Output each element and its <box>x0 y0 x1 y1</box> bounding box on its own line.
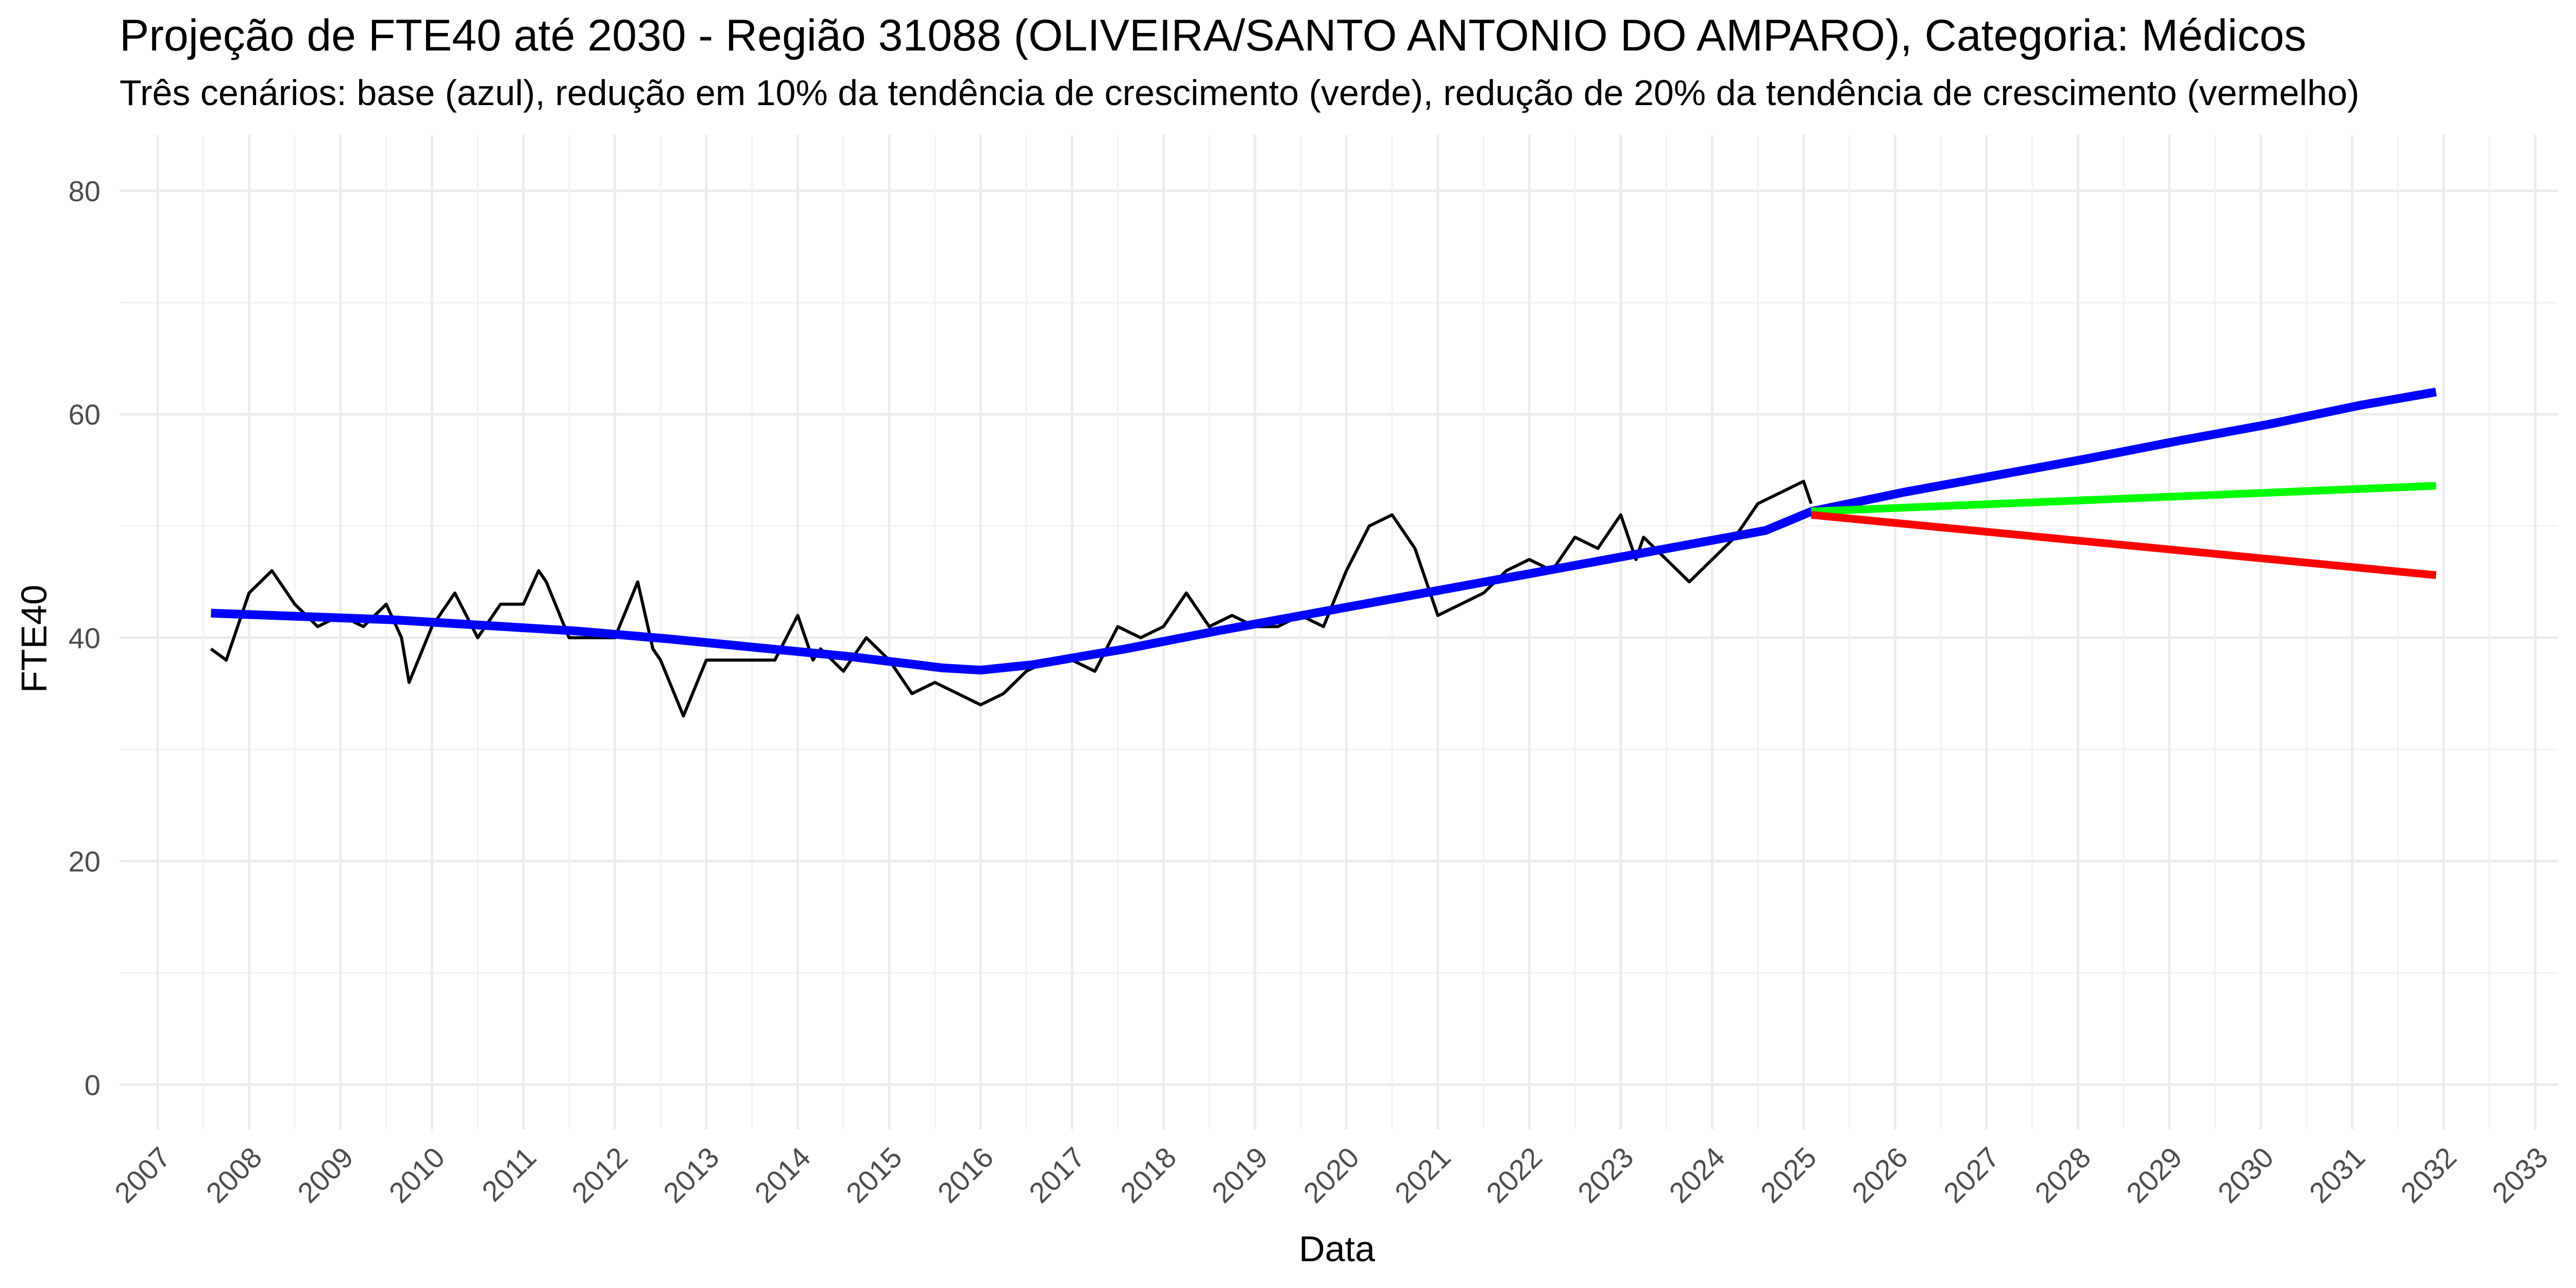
x-tick-label: 2018 <box>1114 1141 1182 1209</box>
y-tick-label: 80 <box>69 175 100 207</box>
x-tick-label: 2022 <box>1480 1141 1548 1209</box>
y-tick-label: 40 <box>69 622 100 654</box>
x-tick-label: 2015 <box>840 1141 908 1209</box>
x-tick-label: 2026 <box>1845 1141 1914 1209</box>
x-tick-label: 2012 <box>566 1141 634 1209</box>
x-tick-label: 2023 <box>1571 1141 1640 1209</box>
x-axis-title: Data <box>1299 1229 1375 1269</box>
x-tick-label: 2020 <box>1297 1141 1365 1209</box>
chart-title: Projeção de FTE40 até 2030 - Região 3108… <box>120 11 2307 60</box>
y-axis-title: FTE40 <box>14 585 54 693</box>
x-tick-label: 2031 <box>2303 1141 2371 1209</box>
x-tick-label: 2009 <box>291 1141 360 1209</box>
grid-lines <box>120 135 2558 1129</box>
reduction-20-scenario-line <box>1810 511 2437 579</box>
observed-series-line <box>210 480 1813 718</box>
x-tick-label: 2029 <box>2120 1141 2189 1209</box>
x-tick-label: 2019 <box>1206 1141 1274 1209</box>
y-tick-label: 60 <box>69 398 100 431</box>
base-scenario-line <box>211 387 2437 675</box>
series-layer <box>210 387 2437 718</box>
y-tick-label: 20 <box>69 845 100 878</box>
x-tick-label: 2008 <box>200 1141 268 1209</box>
reduction-10-scenario-line <box>1811 482 2436 516</box>
x-tick-label: 2007 <box>108 1141 177 1209</box>
x-tick-label: 2014 <box>748 1141 817 1209</box>
x-tick-label: 2028 <box>2028 1141 2097 1209</box>
x-tick-label: 2017 <box>1023 1141 1091 1209</box>
x-tick-label: 2025 <box>1754 1141 1823 1209</box>
chart-subtitle: Três cenários: base (azul), redução em 1… <box>120 73 2360 113</box>
x-tick-label: 2021 <box>1388 1141 1457 1209</box>
axis-ticks: 0 20 40 60 80 2007 2008 2009 2010 2011 2012 2013 201… <box>69 175 2554 1209</box>
x-tick-label: 2032 <box>2394 1141 2463 1209</box>
x-tick-label: 2010 <box>383 1141 451 1209</box>
x-tick-label: 2013 <box>657 1141 725 1209</box>
x-tick-label: 2011 <box>476 1141 543 1208</box>
x-tick-label: 2033 <box>2486 1141 2554 1209</box>
x-tick-label: 2016 <box>931 1141 999 1209</box>
x-tick-label: 2027 <box>1937 1141 2006 1209</box>
y-tick-label: 0 <box>84 1069 100 1101</box>
x-tick-label: 2030 <box>2211 1141 2280 1209</box>
x-tick-label: 2024 <box>1663 1141 1731 1209</box>
